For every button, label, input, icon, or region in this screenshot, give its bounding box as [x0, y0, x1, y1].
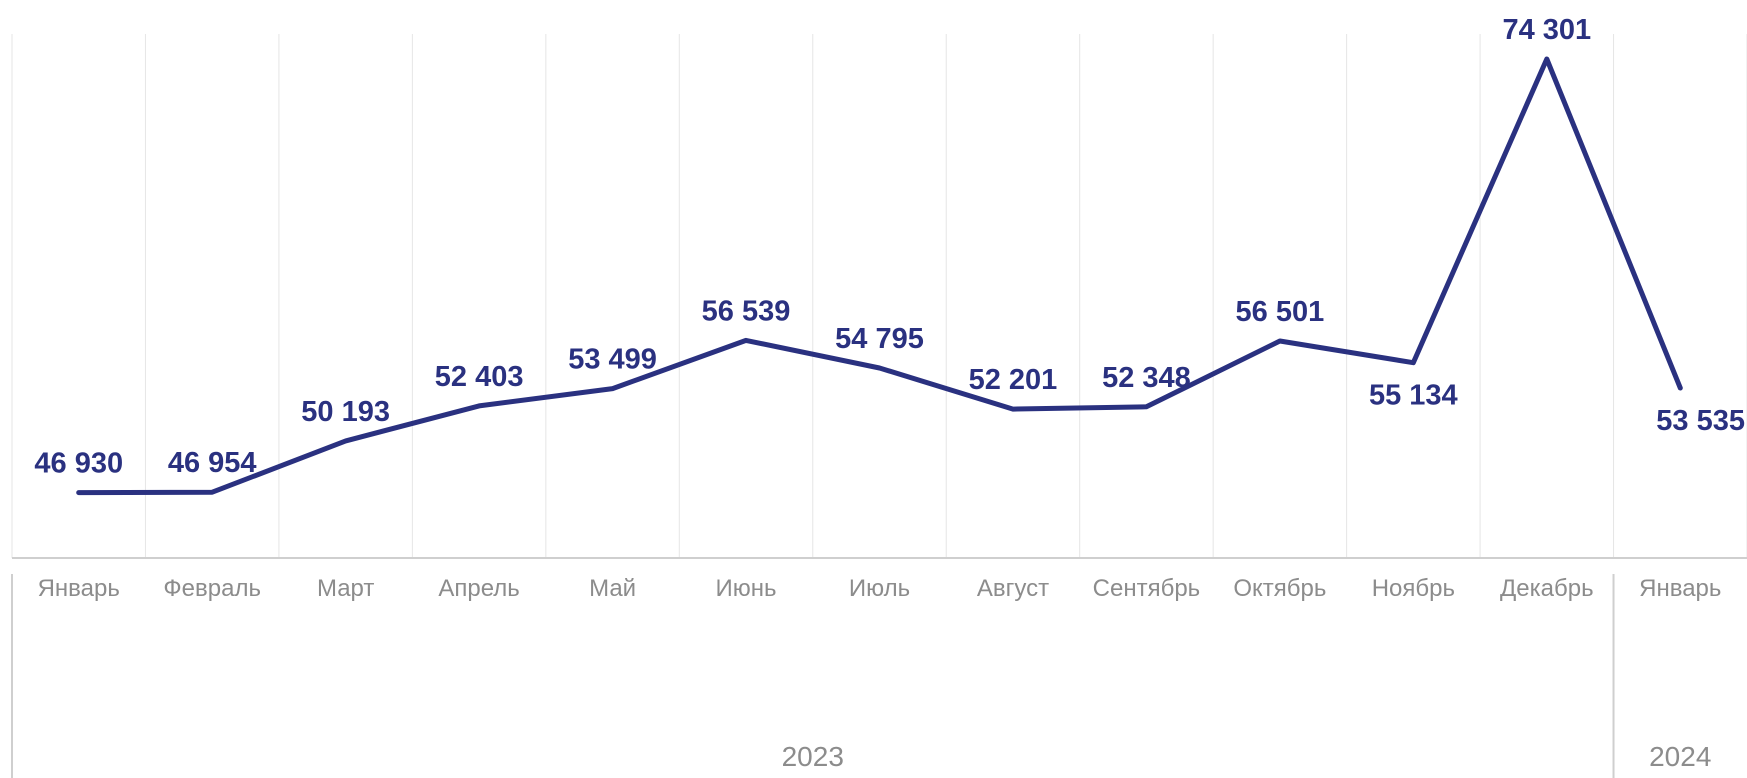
data-label: 50 193: [301, 396, 390, 428]
data-label: 53 535: [1656, 405, 1745, 437]
category-label: Март: [317, 575, 374, 602]
category-label: Январь: [38, 575, 120, 602]
data-label: 52 348: [1102, 362, 1191, 394]
data-label: 56 539: [702, 295, 791, 327]
data-label: 74 301: [1502, 14, 1591, 46]
category-label: Август: [977, 575, 1049, 602]
data-label: 56 501: [1236, 296, 1325, 328]
category-label: Январь: [1639, 575, 1721, 602]
x-axis: [11, 557, 1747, 778]
data-label: 46 930: [34, 448, 123, 480]
category-label: Сентябрь: [1093, 575, 1201, 602]
data-label: 54 795: [835, 323, 924, 355]
data-labels: 46 930 46 954 50 193 52 403 53 499 56 539 54 7…: [34, 14, 1745, 480]
year-label: 2023: [782, 741, 844, 772]
grid-lines: [11, 34, 1747, 558]
category-label: Ноябрь: [1372, 575, 1455, 602]
year-labels: 2023 2024: [782, 741, 1712, 772]
category-tick-labels: Январь Февраль Март Апрель Май Июнь Июль Август…: [38, 575, 1722, 602]
data-label: 55 134: [1369, 380, 1458, 412]
category-label: Апрель: [438, 575, 519, 602]
series-line-group: [76, 56, 1683, 496]
category-label: Июль: [849, 575, 910, 602]
category-label: Февраль: [163, 575, 261, 602]
category-label: Май: [589, 575, 636, 602]
series-line: [76, 56, 1683, 496]
data-label: 52 403: [435, 361, 524, 393]
category-label: Декабрь: [1500, 575, 1594, 602]
data-label: 52 201: [969, 364, 1058, 396]
category-label: Июнь: [716, 575, 777, 602]
data-label: 53 499: [568, 344, 657, 376]
category-label: Октябрь: [1233, 575, 1326, 602]
data-label: 46 954: [168, 447, 257, 479]
year-label: 2024: [1649, 741, 1711, 772]
